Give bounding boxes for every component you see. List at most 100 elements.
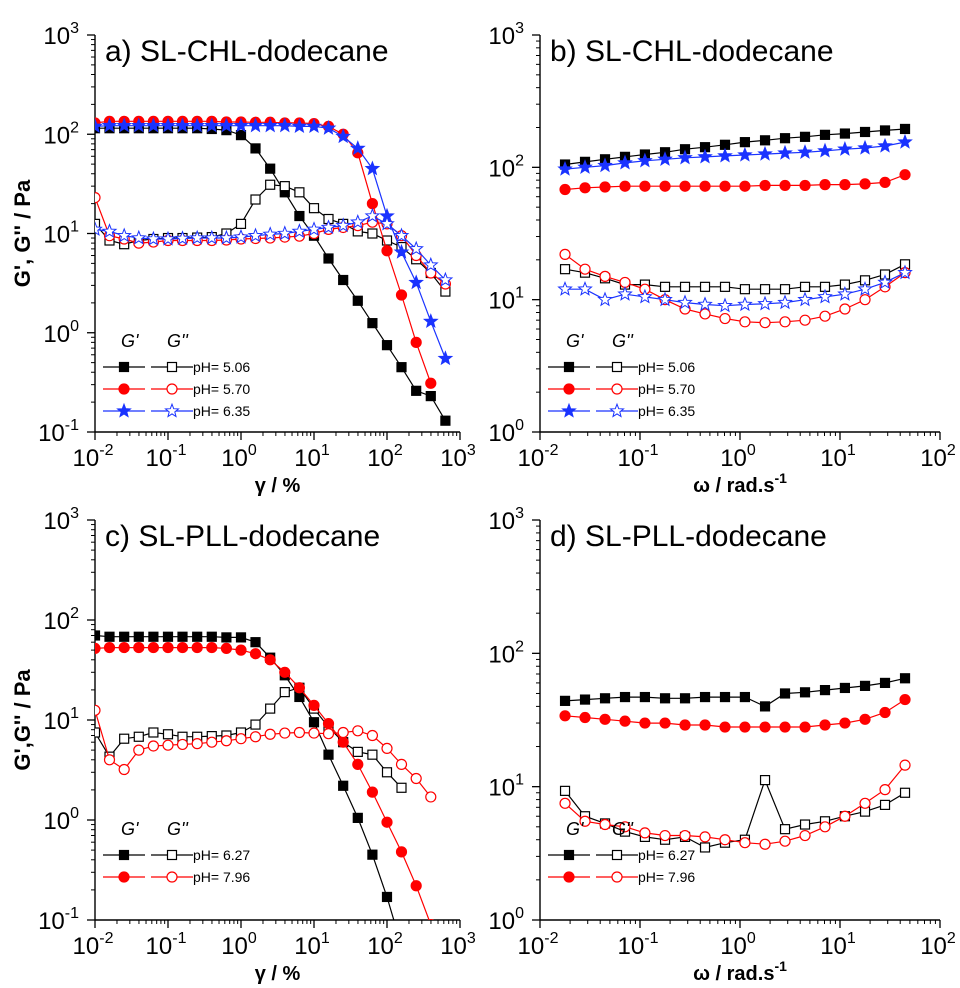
legend-header: G' [121,331,139,351]
data-point [189,229,205,245]
data-point [422,256,439,272]
data-point [95,642,101,654]
legend-header: G'' [167,331,188,351]
data-point [659,281,671,292]
data-point [579,694,591,705]
data-point [737,296,753,312]
series-5 [557,133,913,176]
data-point [659,693,671,704]
data-point [899,123,911,135]
data-point [95,630,101,641]
series-line [564,141,906,170]
data-point [276,225,293,241]
data-point [899,169,911,181]
data-point [145,230,162,246]
legend-marker [118,849,130,861]
data-point [148,727,159,738]
data-point [293,726,306,739]
data-point [279,181,290,192]
data-point [819,821,831,833]
x-axis-label: γ / % [255,475,301,497]
data-point [425,377,437,389]
data-point [559,695,571,706]
data-point [779,835,791,847]
y-tick-label: 102 [488,638,524,668]
data-point [381,742,393,754]
data-point [799,687,811,698]
data-point [174,117,191,133]
data-point [349,214,366,229]
legend-marker [164,402,180,418]
plot-area [95,115,454,426]
x-axis-label: ω / rad.s-1 [693,470,787,497]
data-point [719,281,731,292]
data-point [206,736,218,748]
data-point [349,140,366,156]
data-point [619,276,631,289]
data-point [220,735,233,747]
data-point [759,135,771,146]
legend-label: pH= 5.70 [638,381,695,397]
x-tick-label: 103 [440,442,476,472]
x-tick-label: 10-2 [73,442,114,472]
data-point [839,128,851,139]
data-point [322,728,335,740]
data-point [757,145,773,161]
data-point [95,727,101,738]
data-point [148,631,159,642]
y-tick-label: 102 [43,119,79,149]
data-point [897,133,913,149]
data-point [396,362,407,373]
legend-marker [166,871,178,883]
data-point [719,312,731,325]
data-point [250,637,261,648]
data-point [617,286,633,301]
data-point [577,281,593,296]
data-point [799,179,811,192]
data-point [408,240,424,256]
data-point [235,218,247,229]
y-tick-label: 100 [488,905,524,935]
x-tick-label: 101 [294,442,330,472]
x-tick-label: 102 [367,442,403,472]
data-point [425,791,437,803]
series-line [95,687,402,789]
data-point [839,717,851,729]
chart-panel-4: 10-2 10-1 100 101 102 100 101 102 103 d) SL-PLL-d… [488,505,956,985]
y-tick-label: 103 [488,505,524,535]
data-point [279,727,291,739]
data-point [395,846,408,858]
data-point [579,263,591,275]
series-4 [95,704,437,803]
data-point [293,682,306,694]
data-point [95,192,101,204]
data-point [599,270,611,282]
data-point [779,284,791,295]
data-point [779,133,791,144]
data-point [739,691,751,703]
data-point [119,733,130,744]
data-point [559,710,571,722]
data-point [837,286,853,301]
data-point [739,316,751,328]
data-point [218,229,235,245]
data-point [133,744,145,756]
data-point [679,829,691,842]
data-point [819,179,831,191]
legend-marker [118,871,130,883]
data-point [579,815,591,827]
data-point [279,687,290,698]
data-point [759,775,771,786]
data-point [859,797,871,809]
data-point [737,146,753,162]
chart-title: c) SL-PLL-dodecane [105,520,380,553]
data-point [579,711,591,724]
data-point [859,126,871,138]
legend-marker [166,361,178,373]
series-line [95,120,432,384]
y-tick-label: 101 [43,705,79,735]
data-point [879,784,891,796]
data-point [294,691,305,703]
